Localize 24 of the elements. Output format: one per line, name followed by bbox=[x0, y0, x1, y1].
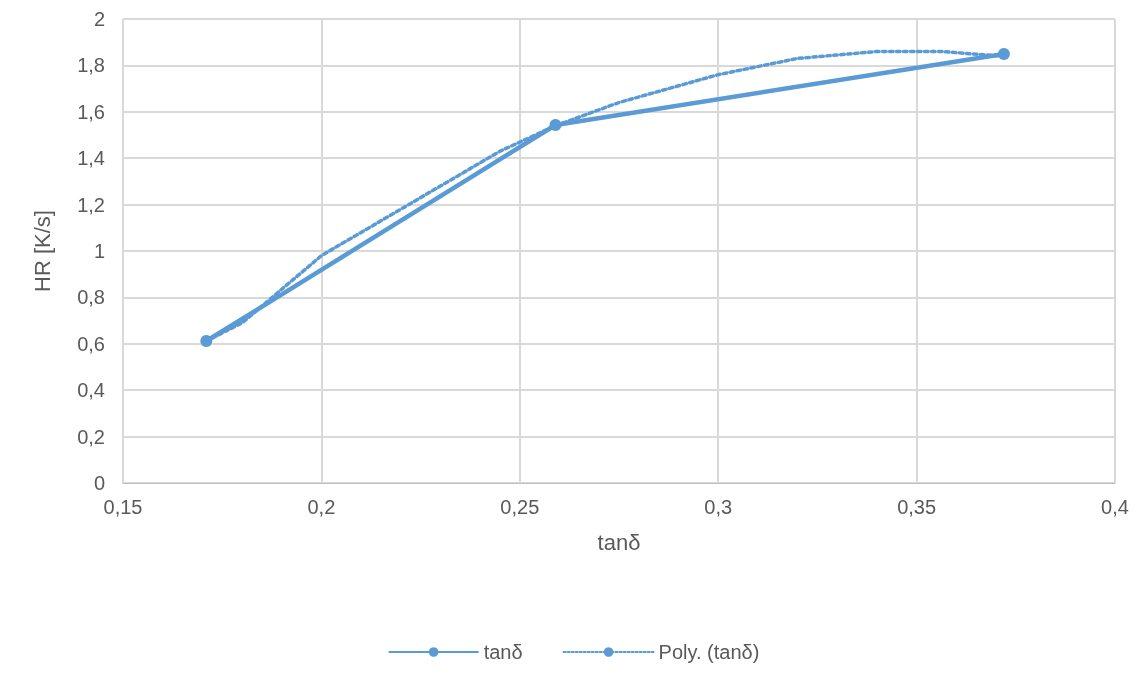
x-tick-label: 0,35 bbox=[897, 496, 937, 518]
point bbox=[997, 48, 1010, 61]
x-tick-label: 0,2 bbox=[307, 496, 336, 518]
y-tick-label: 0,4 bbox=[77, 379, 105, 402]
x-tick-label: 0,15 bbox=[103, 496, 143, 518]
y-tick-label: 1,8 bbox=[77, 54, 105, 77]
y-tick-label: 0,2 bbox=[77, 425, 105, 448]
y-tick-label: 1,2 bbox=[77, 193, 105, 216]
legend-label: Poly. (tanδ) bbox=[658, 641, 760, 663]
y-tick-label: 2 bbox=[93, 8, 105, 30]
legend-label: tanδ bbox=[483, 641, 523, 663]
y-axis-title: HR [K/s] bbox=[29, 210, 55, 292]
y-tick-label: 0,6 bbox=[77, 332, 105, 355]
y-tick-label: 0 bbox=[93, 472, 105, 494]
x-tick-label: 0,4 bbox=[1101, 496, 1129, 518]
x-tick-label: 0,3 bbox=[704, 496, 733, 518]
point bbox=[200, 335, 213, 348]
y-tick-label: 1,4 bbox=[77, 147, 105, 170]
y-tick-label: 0,8 bbox=[77, 286, 105, 309]
x-axis-title: tanδ bbox=[597, 529, 641, 555]
point bbox=[549, 119, 562, 132]
y-tick-label: 1 bbox=[93, 240, 105, 262]
y-tick-label: 1,6 bbox=[77, 100, 105, 123]
x-tick-label: 0,25 bbox=[500, 496, 540, 518]
